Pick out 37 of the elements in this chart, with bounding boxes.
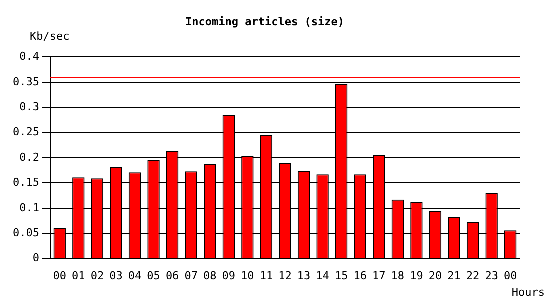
x-tick-label: 22	[466, 269, 480, 282]
x-tick-label: 08	[204, 269, 217, 282]
y-tick-label: 0.3	[20, 100, 40, 114]
x-tick-label: 19	[410, 269, 424, 282]
y-tick-label: 0.15	[12, 176, 40, 190]
x-tick-label: 07	[184, 269, 198, 282]
chart-title: Incoming articles (size)	[186, 15, 344, 28]
y-tick-label: 0.1	[20, 201, 40, 214]
x-tick-label: 10	[241, 269, 254, 282]
x-tick-label: 12	[278, 269, 292, 282]
x-tick-label: 09	[222, 269, 236, 282]
x-tick-label: 11	[260, 269, 274, 282]
x-tick-label: 17	[372, 269, 386, 282]
x-tick-label: 20	[428, 269, 442, 282]
x-tick-label: 04	[128, 269, 142, 282]
x-tick-label: 03	[110, 269, 123, 282]
x-tick-label: 21	[448, 269, 461, 282]
x-tick-label: 13	[297, 269, 311, 282]
y-tick-label: 0.2	[20, 150, 40, 164]
x-tick-label: 15	[334, 269, 348, 282]
y-tick-label: 0.05	[12, 226, 40, 240]
x-tick-label: 06	[166, 269, 180, 282]
x-tick-label: 00	[504, 269, 518, 282]
y-tick-label: 0.4	[20, 50, 40, 64]
x-tick-label: 02	[90, 269, 104, 282]
x-tick-label: 01	[72, 269, 86, 282]
x-tick-label: 18	[391, 269, 405, 282]
x-axis-title: Hours	[512, 286, 545, 299]
x-tick-label: 00	[53, 269, 67, 282]
x-tick-label: 16	[354, 269, 367, 282]
x-tick-label: 05	[147, 269, 160, 282]
y-axis-title: Kb/sec	[30, 30, 70, 43]
y-tick-label: 0.35	[12, 75, 40, 88]
x-tick-label: 14	[316, 269, 330, 282]
x-tick-label: 23	[485, 269, 498, 282]
y-tick-label: 0.25	[12, 126, 40, 139]
y-tick-label: 0	[32, 252, 40, 265]
